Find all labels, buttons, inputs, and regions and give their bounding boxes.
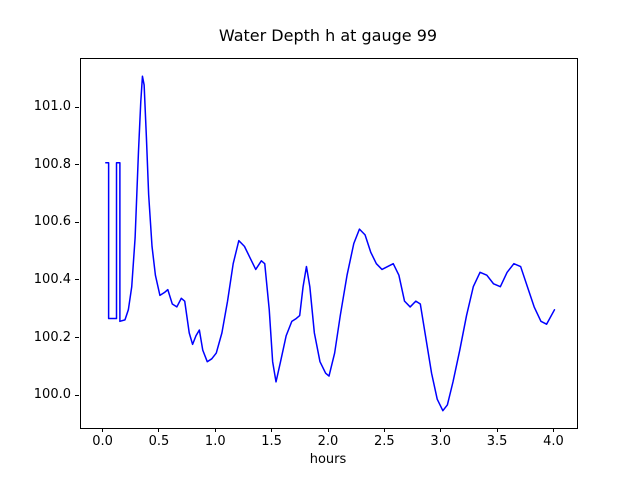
x-tick-label: 2.5 <box>374 434 395 449</box>
x-tick <box>552 428 554 432</box>
y-tick <box>75 106 79 108</box>
x-tick-label: 1.5 <box>261 434 282 449</box>
x-tick <box>327 428 329 432</box>
x-axis-label: hours <box>309 452 347 467</box>
x-tick <box>383 428 385 432</box>
x-tick-label: 0.5 <box>148 434 170 449</box>
line-series-svg <box>105 75 556 412</box>
y-tick-label: 100.2 <box>33 329 71 345</box>
y-tick-label: 100.6 <box>33 214 71 230</box>
y-tick-label: 100.8 <box>33 156 71 172</box>
x-tick <box>102 428 104 432</box>
y-tick-label: 100.0 <box>33 387 71 403</box>
x-tick <box>271 428 273 432</box>
y-tick <box>75 279 79 281</box>
y-tick <box>75 221 79 223</box>
x-tick-label: 1.0 <box>204 434 226 449</box>
x-tick-label: 2.0 <box>317 434 339 449</box>
y-tick-label: 100.4 <box>33 271 71 287</box>
chart-title: Water Depth h at gauge 99 <box>218 26 438 45</box>
y-tick <box>75 394 79 396</box>
y-tick-label: 101.0 <box>33 99 71 114</box>
y-tick <box>75 337 79 339</box>
plot-area <box>80 58 578 429</box>
x-tick-label: 4.0 <box>543 434 564 449</box>
water-depth-line <box>105 75 556 412</box>
x-tick <box>214 428 216 432</box>
x-tick <box>158 428 160 432</box>
x-tick-label: 3.0 <box>430 434 452 449</box>
x-tick-label: 0.0 <box>92 434 113 449</box>
y-tick <box>75 164 79 166</box>
x-tick <box>496 428 498 432</box>
x-tick-label: 3.5 <box>486 434 508 449</box>
x-tick <box>440 428 442 432</box>
